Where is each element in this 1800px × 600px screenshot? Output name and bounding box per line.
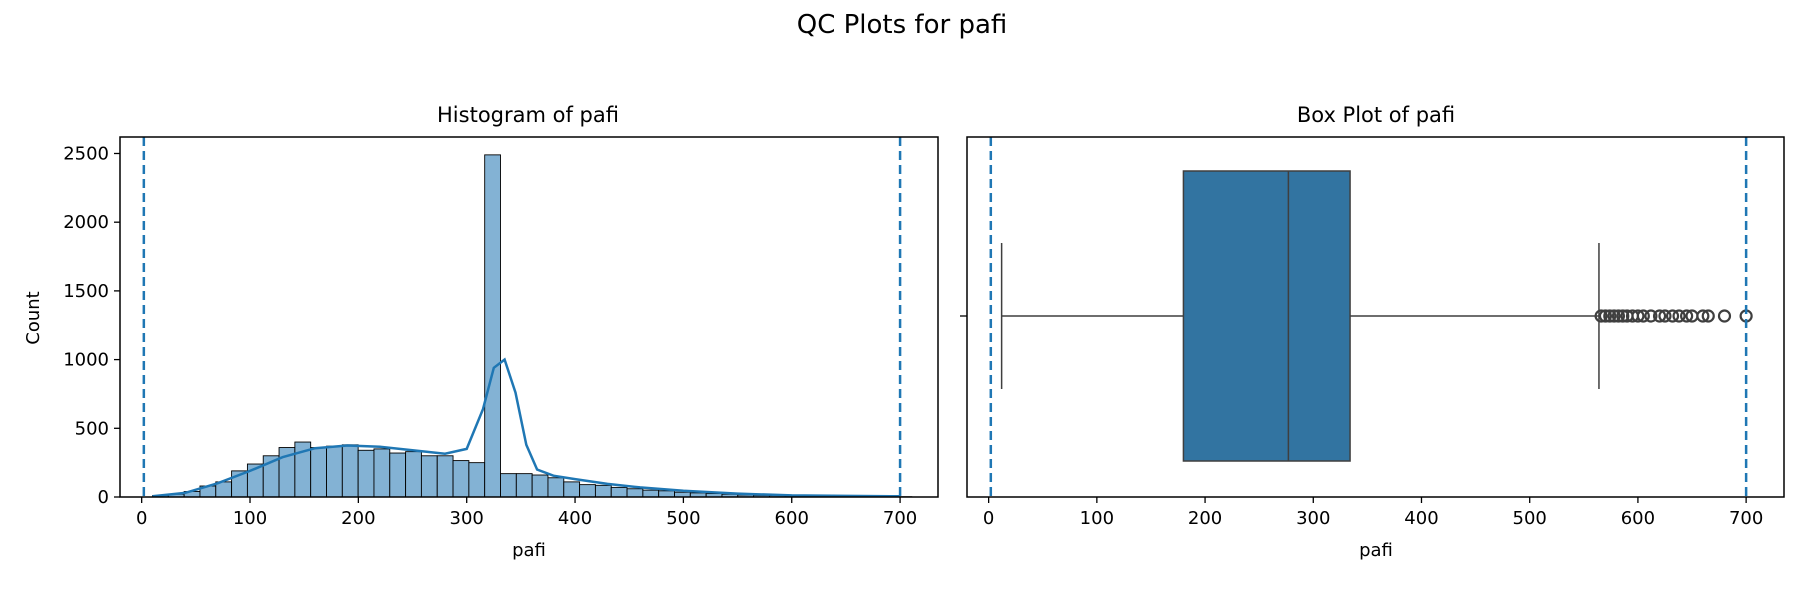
histogram-bar <box>310 447 327 498</box>
histogram-x-tick-label: 0 <box>136 508 147 529</box>
histogram-bar <box>436 455 454 498</box>
histogram-x-label: pafi <box>512 540 546 561</box>
histogram-bar <box>341 444 359 498</box>
histogram-bar <box>484 154 501 498</box>
boxplot-x-label: pafi <box>1359 540 1393 561</box>
histogram-y-tick-label: 2500 <box>63 143 109 164</box>
histogram-bar <box>468 462 486 498</box>
boxplot-outlier-point <box>1598 309 1613 323</box>
boxplot-outlier-point <box>1696 309 1710 323</box>
boxplot-reference-lines <box>989 137 1748 497</box>
boxplot-x-tick-label: 400 <box>1404 508 1438 529</box>
boxplot-outlier-point <box>1636 309 1650 323</box>
boxplot-outlier-point <box>1717 309 1732 323</box>
boxplot-outlier-point <box>1611 309 1626 323</box>
boxplot-outlier-point <box>1701 309 1715 323</box>
histogram-x-tick-label: 100 <box>233 508 267 529</box>
boxplot-outlier-point <box>1631 309 1645 323</box>
histogram-y-label: Count <box>23 291 44 344</box>
histogram-x-tick-label: 600 <box>775 508 809 529</box>
boxplot-outlier-point <box>1607 309 1621 323</box>
boxplot-x-tick-label: 0 <box>983 508 994 529</box>
histogram-x-tick-label: 300 <box>450 508 484 529</box>
histogram-plot-frame <box>119 136 939 498</box>
histogram-bar <box>515 473 533 498</box>
boxplot-outliers <box>1594 309 1753 323</box>
boxplot-x-tick-label: 300 <box>1296 508 1330 529</box>
histogram-bar <box>658 490 675 498</box>
boxplot-outlier-point <box>1644 309 1658 323</box>
histogram-bar <box>326 445 343 498</box>
histogram-x-ticks: 0 100 200 300 400 500 600 700 <box>136 497 917 529</box>
boxplot-panel: Box Plot of pafi 0 100 200 300 400 500 600 700 … <box>960 103 1785 561</box>
histogram-title: Histogram of pafi <box>437 103 619 127</box>
boxplot-outlier-point <box>1680 309 1694 323</box>
boxplot-x-tick-label: 200 <box>1188 508 1222 529</box>
boxplot-plot-frame <box>966 136 1785 498</box>
boxplot-x-tick-label: 500 <box>1513 508 1547 529</box>
boxplot-outlier-point <box>1603 309 1617 323</box>
boxplot-outlier-point <box>1658 309 1672 323</box>
histogram-bar <box>531 474 549 498</box>
histogram-bars <box>152 154 913 498</box>
histogram-y-tick-label: 0 <box>98 487 109 508</box>
histogram-y-ticks: 0 500 1000 1500 2000 2500 <box>63 143 120 508</box>
histogram-x-tick-label: 200 <box>341 508 375 529</box>
histogram-y-tick-label: 1500 <box>63 281 109 302</box>
histogram-bar <box>594 484 612 498</box>
histogram-bar <box>373 448 391 498</box>
boxplot-outlier-point <box>1616 309 1630 323</box>
histogram-bar <box>610 486 628 498</box>
histogram-bar <box>626 488 644 498</box>
histogram-y-tick-label: 2000 <box>63 212 109 233</box>
histogram-bar <box>563 481 581 498</box>
histogram-bar <box>500 473 517 498</box>
histogram-bar <box>420 455 438 498</box>
histogram-bar <box>357 449 375 498</box>
boxplot-x-tick-label: 100 <box>1080 508 1114 529</box>
boxplot-outlier-point <box>1652 309 1667 323</box>
boxplot-outlier-point <box>1665 309 1680 323</box>
histogram-bar <box>405 451 422 498</box>
boxplot-body <box>1000 170 1600 462</box>
histogram-bar <box>389 452 407 498</box>
histogram-panel: Histogram of pafi 0 100 200 300 400 500 600 700… <box>23 103 939 561</box>
histogram-bar <box>547 477 565 498</box>
histogram-bar <box>579 484 596 498</box>
histogram-x-tick-label: 700 <box>883 508 917 529</box>
boxplot-box <box>1182 170 1351 462</box>
boxplot-x-tick-label: 600 <box>1621 508 1655 529</box>
boxplot-outlier-point <box>1672 309 1686 323</box>
histogram-y-tick-label: 500 <box>75 418 109 439</box>
histogram-bar <box>452 460 470 498</box>
boxplot-outlier-point <box>1594 309 1608 323</box>
histogram-y-tick-label: 1000 <box>63 350 109 371</box>
histogram-x-tick-label: 400 <box>558 508 592 529</box>
boxplot-x-ticks: 0 100 200 300 400 500 600 700 <box>983 497 1763 529</box>
figure-title: QC Plots for pafi <box>797 10 1008 40</box>
boxplot-title: Box Plot of pafi <box>1297 103 1455 127</box>
boxplot-x-tick-label: 700 <box>1729 508 1763 529</box>
histogram-reference-lines <box>142 137 902 497</box>
histogram-x-tick-label: 500 <box>666 508 700 529</box>
histogram-bar <box>642 489 660 498</box>
histogram-kde-line <box>152 357 901 498</box>
